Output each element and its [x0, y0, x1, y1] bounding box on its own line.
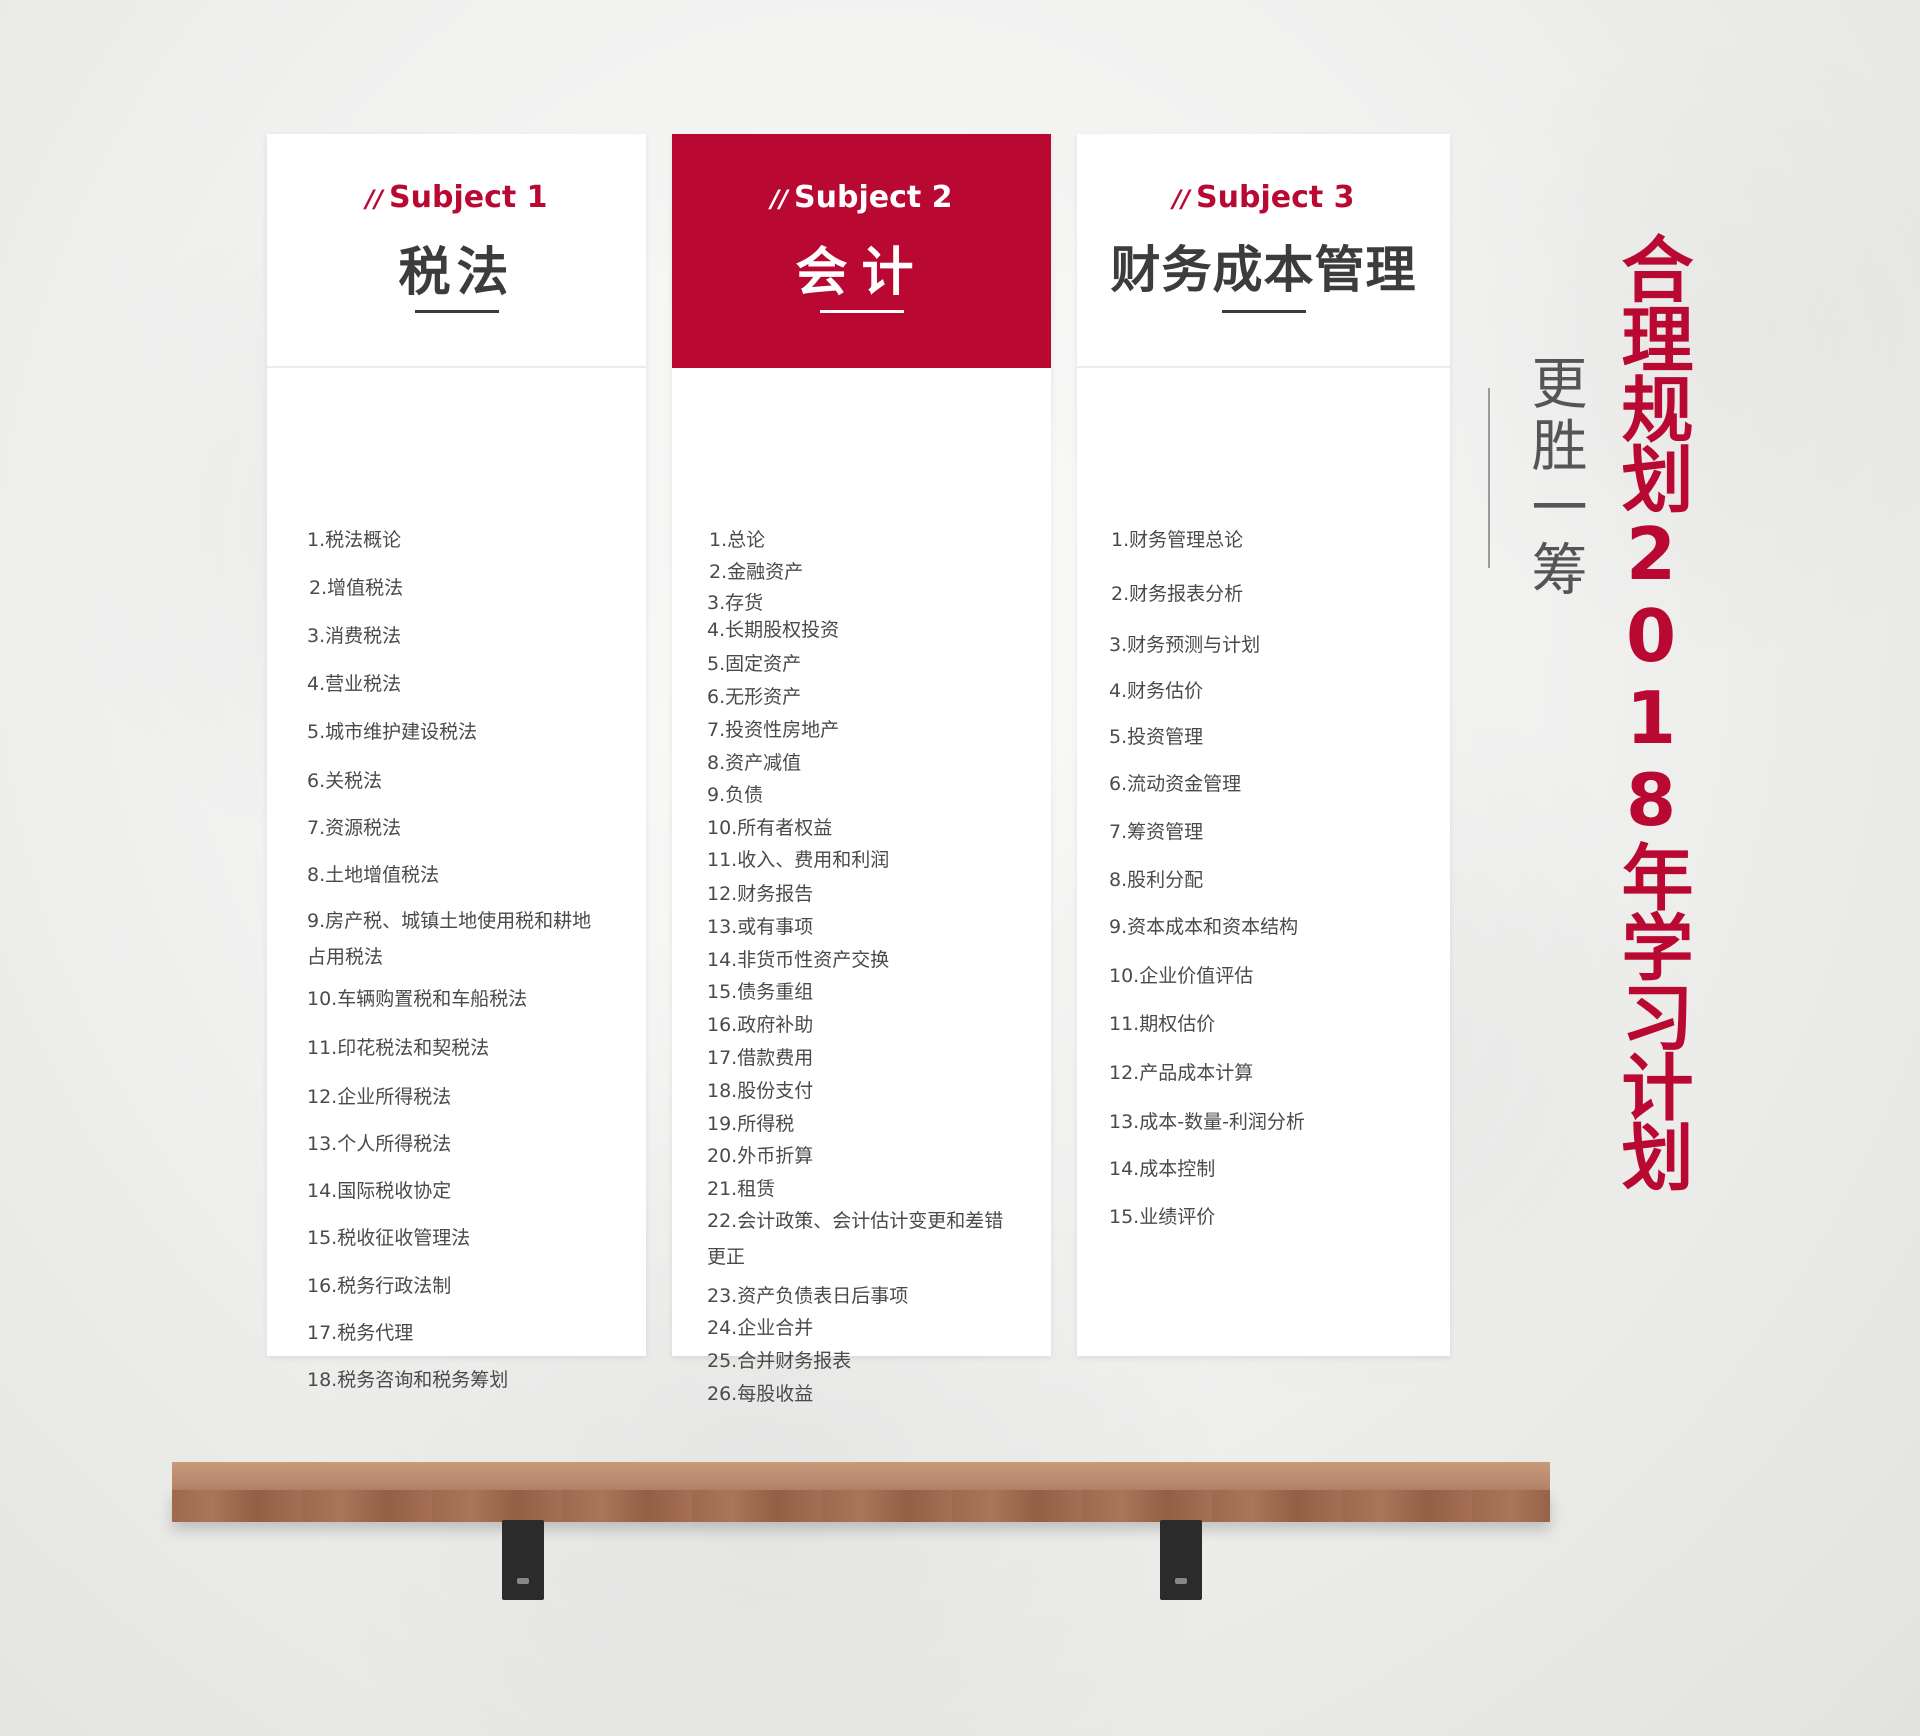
list-item: 5.城市维护建设税法 [307, 721, 478, 743]
list-item: 5.投资管理 [1109, 726, 1204, 748]
subject-title: 税法 [398, 243, 515, 303]
list-item: 15.债务重组 [707, 981, 814, 1003]
subject-card-1: //Subject 1 税法 1.税法概论 2.增值税法 3.消费税法 4.营业… [267, 134, 646, 1391]
list-item: 9.负债 [707, 784, 764, 806]
list-item: 12.财务报告 [707, 883, 814, 905]
title-underline [414, 310, 499, 313]
shelf-bracket-left [502, 1520, 544, 1600]
list-item: 11.收入、费用和利润 [707, 849, 890, 871]
list-item: 15.业绩评价 [1109, 1206, 1216, 1228]
subject-title: 会计 [795, 243, 928, 303]
shelf-top-surface [172, 1462, 1550, 1490]
subject-card-3: //Subject 3 财务成本管理 1.财务管理总论 2.财务报表分析 3.财… [1077, 134, 1450, 1356]
list-item: 19.所得税 [707, 1113, 795, 1135]
list-item: 10.车辆购置税和车船税法 [307, 988, 528, 1010]
list-item: 16.政府补助 [707, 1014, 814, 1036]
subject-number: Subject 3 [1196, 180, 1355, 215]
subject-card-2: //Subject 2 会计 1.总论 2.金融资产 3.存货 4.长期股权投资… [672, 134, 1051, 1405]
list-item: 8.资产减值 [707, 752, 802, 774]
list-item: 2.财务报表分析 [1111, 583, 1244, 605]
list-item: 17.税务代理 [307, 1322, 414, 1344]
list-item: 5.固定资产 [707, 653, 802, 675]
plan-title: 合理规划2018年学习计划 [1609, 232, 1693, 1190]
shelf-front-edge [172, 1490, 1550, 1522]
list-item: 24.企业合并 [707, 1317, 814, 1339]
list-item: 1.税法概论 [307, 529, 402, 551]
list-item: 3.消费税法 [307, 625, 402, 647]
wooden-shelf [172, 1462, 1550, 1522]
list-item: 8.土地增值税法 [307, 864, 440, 886]
list-item: 1.财务管理总论 [1111, 529, 1244, 551]
list-item: 1.总论 [709, 529, 766, 551]
list-item: 13.个人所得税法 [307, 1133, 452, 1155]
list-item: 13.或有事项 [707, 916, 814, 938]
subject-number: Subject 1 [389, 180, 548, 215]
list-item: 16.税务行政法制 [307, 1275, 452, 1297]
title-underline [819, 310, 904, 313]
list-item: 12.企业所得税法 [307, 1086, 452, 1108]
list-item: 9.资本成本和资本结构 [1109, 916, 1299, 938]
subject-title: 财务成本管理 [1110, 241, 1417, 299]
list-item: 13.成本-数量-利润分析 [1109, 1111, 1305, 1133]
list-item: 4.长期股权投资 [707, 619, 840, 641]
list-item: 21.租赁 [707, 1178, 776, 1200]
list-item: 26.每股收益 [707, 1383, 814, 1405]
list-item: 7.投资性房地产 [707, 719, 840, 741]
subject-number: Subject 2 [794, 180, 953, 215]
slash-mark: // [365, 185, 383, 213]
list-item: 4.财务估价 [1109, 680, 1204, 702]
slogan: 更胜一筹 [1522, 354, 1587, 602]
list-item: 14.国际税收协定 [307, 1180, 452, 1202]
title-underline [1221, 310, 1306, 313]
list-item: 25.合并财务报表 [707, 1350, 852, 1372]
list-item: 2.金融资产 [709, 561, 804, 583]
subject-card-header: //Subject 3 财务成本管理 [1077, 134, 1450, 368]
list-item: 7.筹资管理 [1109, 821, 1204, 843]
list-item: 6.关税法 [307, 770, 383, 792]
list-item: 8.股利分配 [1109, 869, 1204, 891]
list-item: 17.借款费用 [707, 1047, 814, 1069]
list-item: 14.非货币性资产交换 [707, 949, 890, 971]
list-item: 11.期权估价 [1109, 1013, 1216, 1035]
list-item: 7.资源税法 [307, 817, 402, 839]
list-item: 20.外币折算 [707, 1145, 814, 1167]
list-item: 9.房产税、城镇土地使用税和耕地占用税法 [307, 910, 592, 968]
list-item: 6.流动资金管理 [1109, 773, 1242, 795]
list-item: 23.资产负债表日后事项 [707, 1285, 909, 1307]
subject-label: //Subject 3 [1077, 180, 1450, 215]
subject-label: //Subject 1 [267, 180, 646, 215]
list-item: 12.产品成本计算 [1109, 1062, 1254, 1084]
list-item: 10.所有者权益 [707, 817, 833, 839]
subject-label: //Subject 2 [672, 180, 1051, 215]
list-item: 4.营业税法 [307, 673, 402, 695]
list-item: 2.增值税法 [309, 577, 404, 599]
slash-mark: // [770, 185, 788, 213]
list-item: 18.税务咨询和税务筹划 [307, 1369, 509, 1391]
list-item: 11.印花税法和契税法 [307, 1037, 490, 1059]
divider-rule [1488, 388, 1490, 568]
list-item: 15.税收征收管理法 [307, 1227, 471, 1249]
subject-card-header: //Subject 2 会计 [672, 134, 1051, 368]
list-item: 14.成本控制 [1109, 1158, 1216, 1180]
list-item: 18.股份支付 [707, 1080, 814, 1102]
subject-card-header: //Subject 1 税法 [267, 134, 646, 368]
list-item: 6.无形资产 [707, 686, 802, 708]
shelf-bracket-right [1160, 1520, 1202, 1600]
slash-mark: // [1172, 185, 1190, 213]
list-item: 3.存货 [707, 592, 764, 614]
list-item: 22.会计政策、会计估计变更和差错更正 [707, 1210, 1004, 1268]
list-item: 3.财务预测与计划 [1109, 634, 1261, 656]
list-item: 10.企业价值评估 [1109, 965, 1254, 987]
